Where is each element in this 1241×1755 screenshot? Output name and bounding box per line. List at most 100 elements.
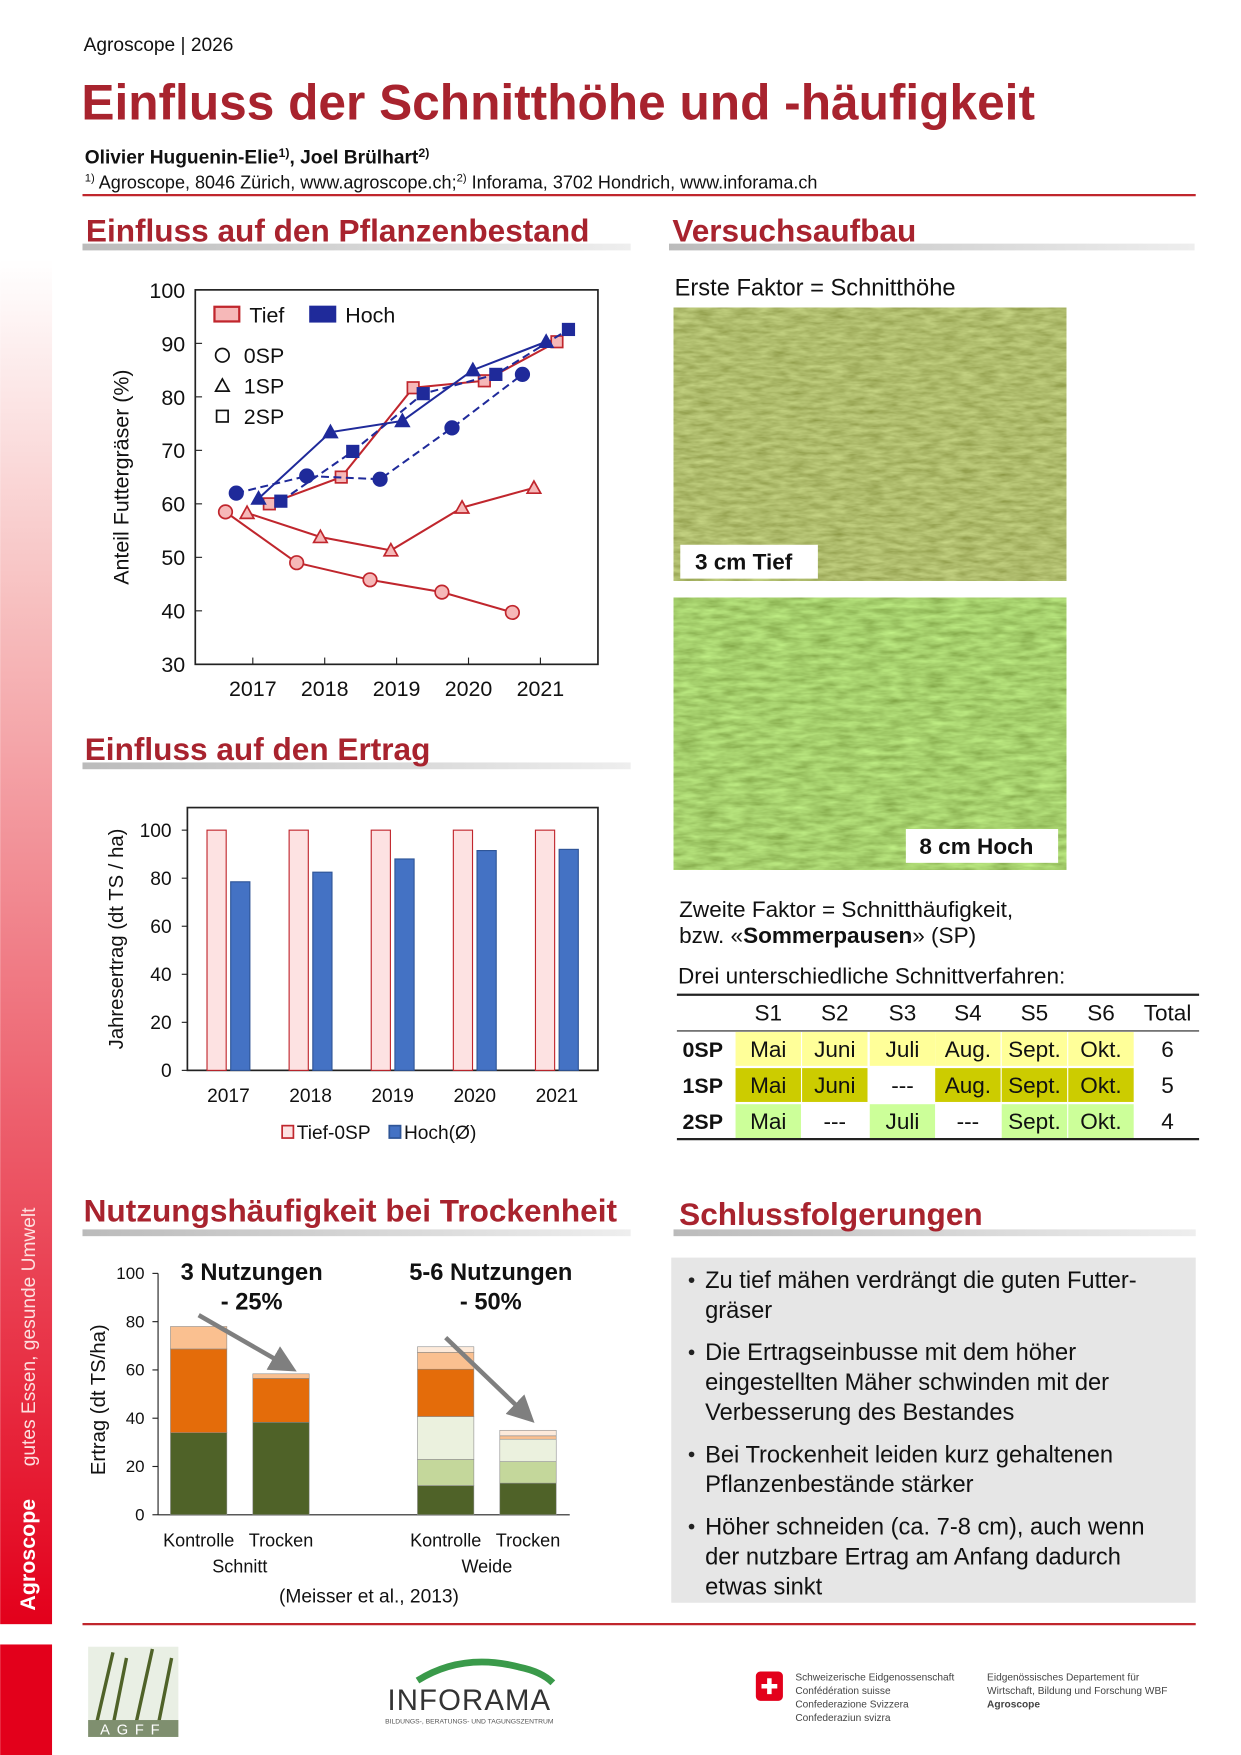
bar (476, 850, 497, 1071)
legend-label: Tief (249, 304, 284, 328)
bar (230, 881, 251, 1071)
y-tick-label: 60 (126, 1361, 145, 1380)
table-cell-bg (1001, 1104, 1068, 1139)
legend-swatch (281, 1124, 295, 1139)
y-tick-label: 40 (150, 965, 171, 986)
marker (372, 471, 388, 487)
marker (464, 361, 482, 377)
author: , Joel Brülhart (290, 148, 419, 169)
table-cell-bg (935, 1104, 1001, 1139)
title: Einfluss der Schnitthöhe und -häufigkeit (81, 75, 1035, 131)
series-line (280, 328, 569, 503)
table-cell: Sept. (1008, 1037, 1061, 1062)
table-title: Drei unterschiedliche Schnittverfahren: (678, 964, 1065, 989)
agff-text: AGFF (100, 1723, 166, 1739)
marker (382, 541, 400, 557)
arrow (197, 1313, 297, 1372)
series-line (224, 511, 513, 614)
conclusion-line: etwas sinkt (705, 1574, 823, 1600)
table-cell: Okt. (1080, 1073, 1121, 1098)
photo-label-box (905, 829, 1059, 863)
inforama-sub: BILDUNGS-, BERATUNGS- UND TAGUNGSZENTRUM (385, 1718, 554, 1725)
bar-segment (499, 1429, 557, 1437)
table-cell: --- (891, 1073, 914, 1098)
y-tick-label: 80 (161, 386, 185, 410)
bar-segment (417, 1485, 475, 1516)
marker (444, 420, 460, 436)
table-cell: Aug. (945, 1037, 991, 1062)
table-cell: Mai (750, 1073, 786, 1098)
table-cell: Okt. (1080, 1037, 1121, 1062)
confed-line: Confederazione Svizzera (795, 1700, 909, 1711)
source: (Meisser et al., 2013) (279, 1587, 459, 1608)
marker (434, 584, 450, 600)
series-line (236, 373, 524, 495)
agff-band (88, 1720, 179, 1737)
table-cell-bg (1134, 1068, 1201, 1102)
x-tick-label: 2017 (207, 1086, 250, 1107)
marker (274, 494, 288, 508)
bar-segment (499, 1482, 557, 1516)
line-chart: 30 40 50 60 70 80 90 100 2017 2018 2019 2020 2021 Ant… (110, 279, 599, 701)
author: Olivier Huguenin-Elie (85, 148, 279, 169)
table-cell: Okt. (1080, 1109, 1121, 1134)
table-cell-bg (869, 1068, 936, 1102)
table-cell: Mai (750, 1109, 786, 1134)
photo-label-box (680, 544, 818, 579)
col-header: S5 (1021, 1001, 1049, 1026)
bar (558, 848, 579, 1071)
table-cell: Aug. (945, 1073, 991, 1098)
photo-label: 3 cm Tief (695, 550, 793, 575)
marker (514, 366, 531, 383)
table-cell: Sept. (1008, 1073, 1061, 1098)
y-tick-label: 40 (161, 600, 185, 624)
legend-swatch (309, 305, 337, 323)
bar-segment (170, 1432, 228, 1516)
side-band (0, 1644, 53, 1755)
bar (370, 829, 391, 1071)
table-cell-bg (802, 1032, 868, 1066)
x-tick-label: Kontrolle (163, 1530, 234, 1550)
conclusion-line: eingestellten Mäher schwinden mit der (705, 1370, 1109, 1396)
x-tick-label: Trocken (496, 1530, 560, 1550)
col-header: S4 (954, 1001, 982, 1026)
underline (668, 243, 1195, 251)
x-tick-label: Trocken (249, 1530, 313, 1550)
y-axis-label: Jahresertrag (dt TS / ha) (106, 829, 128, 1050)
annotation-change: - 50% (460, 1289, 522, 1315)
x-tick-label: 2020 (453, 1086, 496, 1107)
section-title: Einfluss auf den Pflanzenbestand (86, 212, 590, 248)
bar-segment (252, 1373, 310, 1379)
y-tick-label: 90 (161, 332, 185, 356)
col-header: S2 (821, 1001, 849, 1026)
table: S1 S2 S3 S4 S5 S6 Total Mai Juni Juli Aug. Sept. Okt… (676, 993, 1201, 1141)
legend-label: 0SP (244, 344, 284, 368)
group-label: Schnitt (212, 1556, 267, 1576)
y-tick-label: 100 (149, 279, 185, 303)
x-tick-label: 2018 (289, 1086, 332, 1107)
table-cell: Juni (814, 1073, 855, 1098)
row-label: 0SP (683, 1038, 723, 1062)
confed-line: Schweizerische Eidgenossenschaft (795, 1673, 954, 1684)
table-cell-bg (935, 1032, 1001, 1066)
factor1: Erste Faktor = Schnitthöhe (675, 276, 956, 302)
bar (312, 871, 333, 1071)
bar-segment (499, 1461, 557, 1484)
dept-line: Agroscope (987, 1700, 1040, 1711)
annotation-title: 3 Nutzungen (181, 1260, 323, 1286)
legend-label: Tief-0SP (297, 1123, 371, 1144)
table-cell: Mai (750, 1037, 786, 1062)
author-sup: 2) (418, 146, 429, 160)
marker (312, 528, 329, 544)
marker (214, 377, 231, 392)
section-title: Einfluss auf den Ertrag (85, 731, 431, 767)
marker (362, 572, 378, 588)
factor2: bzw. «Sommerpausen» (SP) (679, 923, 976, 948)
bar-segment (417, 1368, 475, 1417)
affil-sup: 1) (85, 173, 95, 185)
underline (82, 243, 631, 251)
marker (416, 387, 430, 401)
stacked-bar-chart: 0 20 40 60 80 100 Ertrag (dt TS/ha) Kontrolle Tr… (88, 1260, 572, 1608)
y-tick-label: 70 (161, 439, 185, 463)
org: Agroscope | 2026 (84, 35, 234, 56)
